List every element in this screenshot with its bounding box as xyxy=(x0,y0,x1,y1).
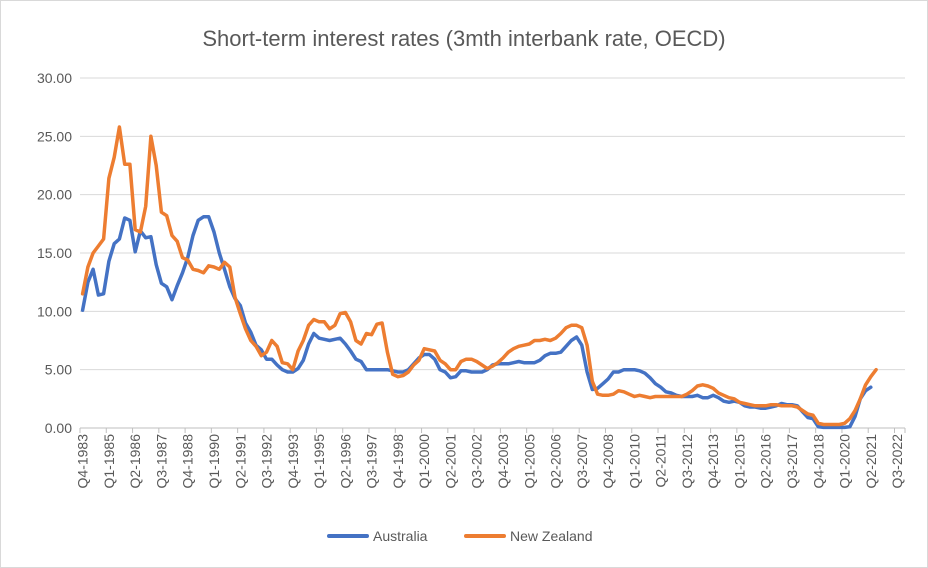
y-tick-label: 10.00 xyxy=(37,303,72,319)
x-tick-label: Q4-2003 xyxy=(495,434,511,489)
x-tick-label: Q4-1983 xyxy=(75,434,91,489)
x-tick-label: Q3-1992 xyxy=(259,434,275,489)
x-tick-label: Q3-1997 xyxy=(364,434,380,489)
x-tick-label: Q3-2002 xyxy=(469,434,485,489)
x-tick-label: Q2-2006 xyxy=(548,434,564,489)
x-tick-label: Q4-1993 xyxy=(285,434,301,489)
x-tick-label: Q1-2000 xyxy=(416,434,432,489)
x-tick-label: Q3-2012 xyxy=(679,434,695,489)
x-tick-label: Q2-2011 xyxy=(653,434,669,488)
x-tick-label: Q1-1990 xyxy=(206,434,222,489)
x-tick-label: Q4-2013 xyxy=(705,434,721,489)
x-tick-label: Q2-2016 xyxy=(758,434,774,489)
y-tick-label: 25.00 xyxy=(37,128,72,144)
x-tick-label: Q3-2022 xyxy=(889,434,905,489)
x-tick-label: Q2-2001 xyxy=(442,434,458,489)
x-tick-label: Q4-2008 xyxy=(600,434,616,489)
chart-title: Short-term interest rates (3mth interban… xyxy=(202,26,725,51)
x-tick-label: Q2-2021 xyxy=(863,434,879,489)
y-tick-label: 20.00 xyxy=(37,187,72,203)
legend-label-new-zealand: New Zealand xyxy=(510,528,593,544)
y-tick-label: 0.00 xyxy=(45,420,72,436)
x-tick-label: Q1-2015 xyxy=(731,434,747,489)
x-tick-label: Q1-2005 xyxy=(521,434,537,489)
y-tick-label: 15.00 xyxy=(37,245,72,261)
legend: Australia New Zealand xyxy=(327,528,593,544)
series-line-new-zealand xyxy=(80,125,878,427)
y-tick-label: 30.00 xyxy=(37,70,72,86)
x-tick-label: Q3-2007 xyxy=(574,434,590,489)
y-axis-ticks: 0.00 5.00 10.00 15.00 20.00 25.00 30.00 xyxy=(37,70,72,436)
x-tick-label: Q1-2020 xyxy=(837,434,853,489)
x-tick-label: Q1-1985 xyxy=(101,434,117,489)
legend-label-australia: Australia xyxy=(373,528,428,544)
x-tick-label: Q3-1987 xyxy=(153,434,169,489)
x-tick-label: Q3-2017 xyxy=(784,434,800,489)
x-tick-label: Q4-2018 xyxy=(810,434,826,489)
series-lines xyxy=(80,125,878,430)
x-tick-label: Q1-1995 xyxy=(311,434,327,489)
x-tick-label: Q4-1988 xyxy=(180,434,196,489)
x-tick-label: Q4-1998 xyxy=(390,434,406,489)
x-tick-label: Q1-2010 xyxy=(626,434,642,489)
x-tick-label: Q2-1996 xyxy=(337,434,353,489)
gridlines xyxy=(80,77,905,371)
x-axis xyxy=(79,427,906,433)
y-tick-label: 5.00 xyxy=(45,362,72,378)
x-axis-ticks: Q4-1983 Q1-1985 Q2-1986 Q3-1987 Q4-1988 Q1-19… xyxy=(75,434,905,489)
series-line-australia xyxy=(80,215,873,430)
x-tick-label: Q2-1986 xyxy=(127,434,143,489)
x-tick-label: Q2-1991 xyxy=(232,434,248,489)
